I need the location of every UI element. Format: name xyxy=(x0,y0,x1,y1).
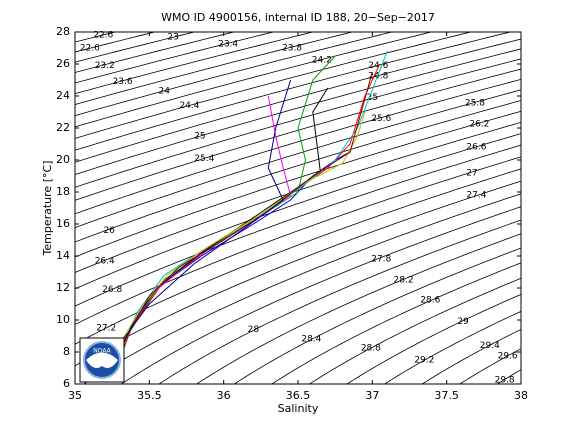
density-contour xyxy=(421,328,521,384)
contour-label: 29.4 xyxy=(480,341,500,351)
contour-label: 29.6 xyxy=(498,352,518,362)
x-axis-label: Salinity xyxy=(278,402,319,415)
density-contour xyxy=(75,32,394,117)
y-tick-label: 28 xyxy=(56,25,70,38)
y-tick-label: 6 xyxy=(63,377,70,390)
contour-label: 23.2 xyxy=(95,61,115,71)
density-contour xyxy=(75,32,354,105)
density-contour xyxy=(308,277,521,384)
density-contour xyxy=(75,78,521,215)
density-contour xyxy=(75,156,521,325)
contour-label: 26.6 xyxy=(466,143,486,153)
contour-label: 26.2 xyxy=(469,120,489,130)
density-contour xyxy=(346,293,521,384)
chart-title: WMO ID 4900156, internal ID 188, 20−Sep−… xyxy=(161,11,435,24)
contour-label: 24 xyxy=(158,87,170,97)
y-axis-label: Temperature [°C] xyxy=(41,161,54,257)
y-tick-label: 18 xyxy=(56,185,70,198)
y-tick-label: 14 xyxy=(56,249,70,262)
contour-label: 23.4 xyxy=(218,40,238,50)
x-tick-label: 37 xyxy=(365,389,379,402)
density-contour xyxy=(75,110,521,258)
density-contour xyxy=(75,89,521,229)
contour-label: 25.6 xyxy=(371,114,391,124)
x-tick-label: 36 xyxy=(217,389,231,402)
x-tick-label: 35.5 xyxy=(137,389,162,402)
density-contour xyxy=(158,219,521,384)
contour-label: 25 xyxy=(194,132,205,142)
contour-label: 26.4 xyxy=(95,256,115,266)
logo-bird xyxy=(86,352,118,368)
y-tick-label: 10 xyxy=(56,313,70,326)
contour-label: 29.2 xyxy=(414,356,434,366)
contour-label: 22.6 xyxy=(80,44,100,54)
density-contour xyxy=(75,48,521,176)
contour-label: 23.8 xyxy=(282,44,302,54)
density-contour xyxy=(120,206,521,384)
y-tick-label: 24 xyxy=(56,89,70,102)
contour-label: 24.2 xyxy=(312,56,332,66)
density-contour xyxy=(75,133,521,290)
contour-label: 24.8 xyxy=(368,72,388,82)
density-contour xyxy=(75,100,521,243)
y-tick-label: 8 xyxy=(63,345,70,358)
logo: NOAA xyxy=(79,337,125,383)
y-tick-label: 26 xyxy=(56,57,70,70)
contour-label: 26 xyxy=(103,226,115,236)
y-tick-label: 12 xyxy=(56,281,70,294)
density-contour xyxy=(75,32,433,128)
density-contour xyxy=(75,68,521,201)
contour-label: 28.6 xyxy=(420,296,440,306)
y-tick-label: 22 xyxy=(56,121,70,134)
density-contour xyxy=(83,193,521,384)
contour-label: 25.4 xyxy=(194,154,214,164)
profile-line xyxy=(126,71,373,337)
density-contour xyxy=(75,32,275,84)
contour-label: 28.2 xyxy=(394,276,414,286)
contour-label: 28 xyxy=(248,325,260,335)
density-contour xyxy=(75,121,521,273)
contour-label: 29.8 xyxy=(495,376,515,386)
profile-layer xyxy=(104,51,388,380)
x-tick-label: 38 xyxy=(514,389,528,402)
contour-label: 27 xyxy=(466,168,477,178)
y-tick-label: 20 xyxy=(56,153,70,166)
contour-label: 28.4 xyxy=(301,335,321,345)
contour-label: 25 xyxy=(367,93,378,103)
logo-text: NOAA xyxy=(93,348,111,355)
contour-label: 28.8 xyxy=(361,344,381,354)
density-contour xyxy=(75,32,473,139)
density-contour xyxy=(75,32,512,151)
contour-label: 27.8 xyxy=(371,255,391,265)
contour-label: 29 xyxy=(457,317,469,327)
density-contour xyxy=(75,38,521,163)
density-contour xyxy=(233,247,521,384)
density-contour xyxy=(271,262,521,384)
density-contour xyxy=(75,168,521,345)
density-contour xyxy=(75,144,521,307)
contour-label: 23 xyxy=(167,32,178,42)
contour-label: 25.8 xyxy=(465,99,485,109)
contour-label: 27.2 xyxy=(96,324,116,334)
x-tick-label: 37.5 xyxy=(434,389,459,402)
contour-label: 22.6 xyxy=(93,31,113,41)
contour-layer xyxy=(75,32,521,384)
density-contour xyxy=(75,32,315,95)
x-tick-label: 35 xyxy=(68,389,82,402)
profile-line xyxy=(119,55,336,361)
y-tick-label: 16 xyxy=(56,217,70,230)
x-tick-label: 36.5 xyxy=(286,389,311,402)
contour-label: 27.4 xyxy=(466,191,486,201)
contour-label: 24.4 xyxy=(179,101,199,111)
profile-line xyxy=(119,111,366,345)
density-contour xyxy=(195,233,521,384)
contour-label: 26.8 xyxy=(102,285,122,295)
density-contour xyxy=(383,310,521,384)
contour-label: 23.6 xyxy=(113,77,133,87)
density-contour xyxy=(75,58,521,188)
profile-line xyxy=(104,79,292,380)
